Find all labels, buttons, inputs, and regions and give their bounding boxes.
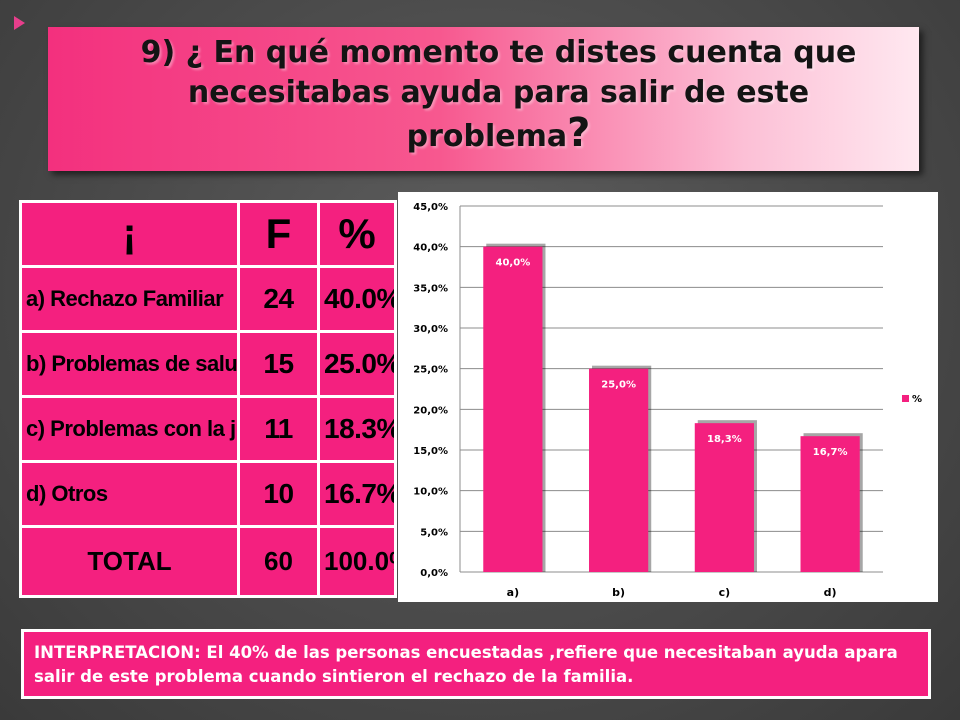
frequency-table: ¡ F % a) Rechazo Familiar 24 40.0% b) Pr… <box>19 200 397 598</box>
table-total-percent: 100.0% <box>317 525 397 598</box>
bar <box>483 246 543 572</box>
x-tick-label: c) <box>719 586 731 599</box>
table-cell-percent: 25.0% <box>317 330 397 398</box>
table-row: d) Otros 10 16.7% <box>19 460 397 528</box>
y-tick-label: 40,0% <box>413 243 448 254</box>
bar <box>800 436 860 572</box>
bar <box>694 423 754 572</box>
table-cell-frequency: 15 <box>237 330 320 398</box>
table-header-percent: % <box>317 200 397 268</box>
table-cell-percent: 40.0% <box>317 265 397 333</box>
table-row: a) Rechazo Familiar 24 40.0% <box>19 265 397 333</box>
slide-title-question-mark: ? <box>567 110 591 156</box>
decorative-arrow-icon <box>14 16 25 30</box>
table-cell-percent: 16.7% <box>317 460 397 528</box>
bar-data-label: 16,7% <box>813 447 848 458</box>
y-tick-label: 0,0% <box>420 568 448 579</box>
table-header-category: ¡ <box>19 200 240 268</box>
bar-data-label: 18,3% <box>707 434 742 445</box>
slide-title: 9) ¿ En qué momento te distes cuenta que… <box>48 33 919 157</box>
table-cell-label: c) Problemas con la justicia <box>19 395 240 463</box>
table-header-row: ¡ F % <box>19 200 397 268</box>
legend-swatch <box>902 395 909 402</box>
table-total-frequency: 60 <box>237 525 320 598</box>
table-cell-label: b) Problemas de salud <box>19 330 240 398</box>
legend-label: % <box>912 394 922 405</box>
y-tick-label: 35,0% <box>413 283 448 294</box>
table-total-label: TOTAL <box>19 525 240 598</box>
x-tick-label: b) <box>612 586 625 599</box>
table-cell-percent: 18.3% <box>317 395 397 463</box>
table-cell-frequency: 10 <box>237 460 320 528</box>
interpretation-text: INTERPRETACION: El 40% de las personas e… <box>21 629 931 699</box>
y-tick-label: 45,0% <box>413 202 448 213</box>
table-row: c) Problemas con la justicia 11 18.3% <box>19 395 397 463</box>
table-cell-label: a) Rechazo Familiar <box>19 265 240 333</box>
table-cell-frequency: 24 <box>237 265 320 333</box>
bar-data-label: 25,0% <box>601 380 636 391</box>
bar <box>589 368 649 572</box>
x-tick-label: d) <box>824 586 837 599</box>
bar-chart: 0,0% 5,0% 10,0% 15,0% 20,0% 25,0% 30,0% 35,0% 40… <box>398 192 938 602</box>
table-total-row: TOTAL 60 100.0% <box>19 525 397 598</box>
x-tick-label: a) <box>507 586 519 599</box>
slide-title-text: 9) ¿ En qué momento te distes cuenta que… <box>140 35 857 154</box>
table-cell-label: d) Otros <box>19 460 240 528</box>
table-header-frequency: F <box>237 200 320 268</box>
y-tick-label: 25,0% <box>413 365 448 376</box>
y-tick-label: 30,0% <box>413 324 448 335</box>
y-tick-label: 15,0% <box>413 446 448 457</box>
y-tick-label: 20,0% <box>413 405 448 416</box>
table-row: b) Problemas de salud 15 25.0% <box>19 330 397 398</box>
title-box: 9) ¿ En qué momento te distes cuenta que… <box>48 27 919 171</box>
table-cell-frequency: 11 <box>237 395 320 463</box>
y-tick-label: 5,0% <box>420 527 448 538</box>
y-tick-label: 10,0% <box>413 487 448 498</box>
bar-data-label: 40,0% <box>496 258 531 269</box>
